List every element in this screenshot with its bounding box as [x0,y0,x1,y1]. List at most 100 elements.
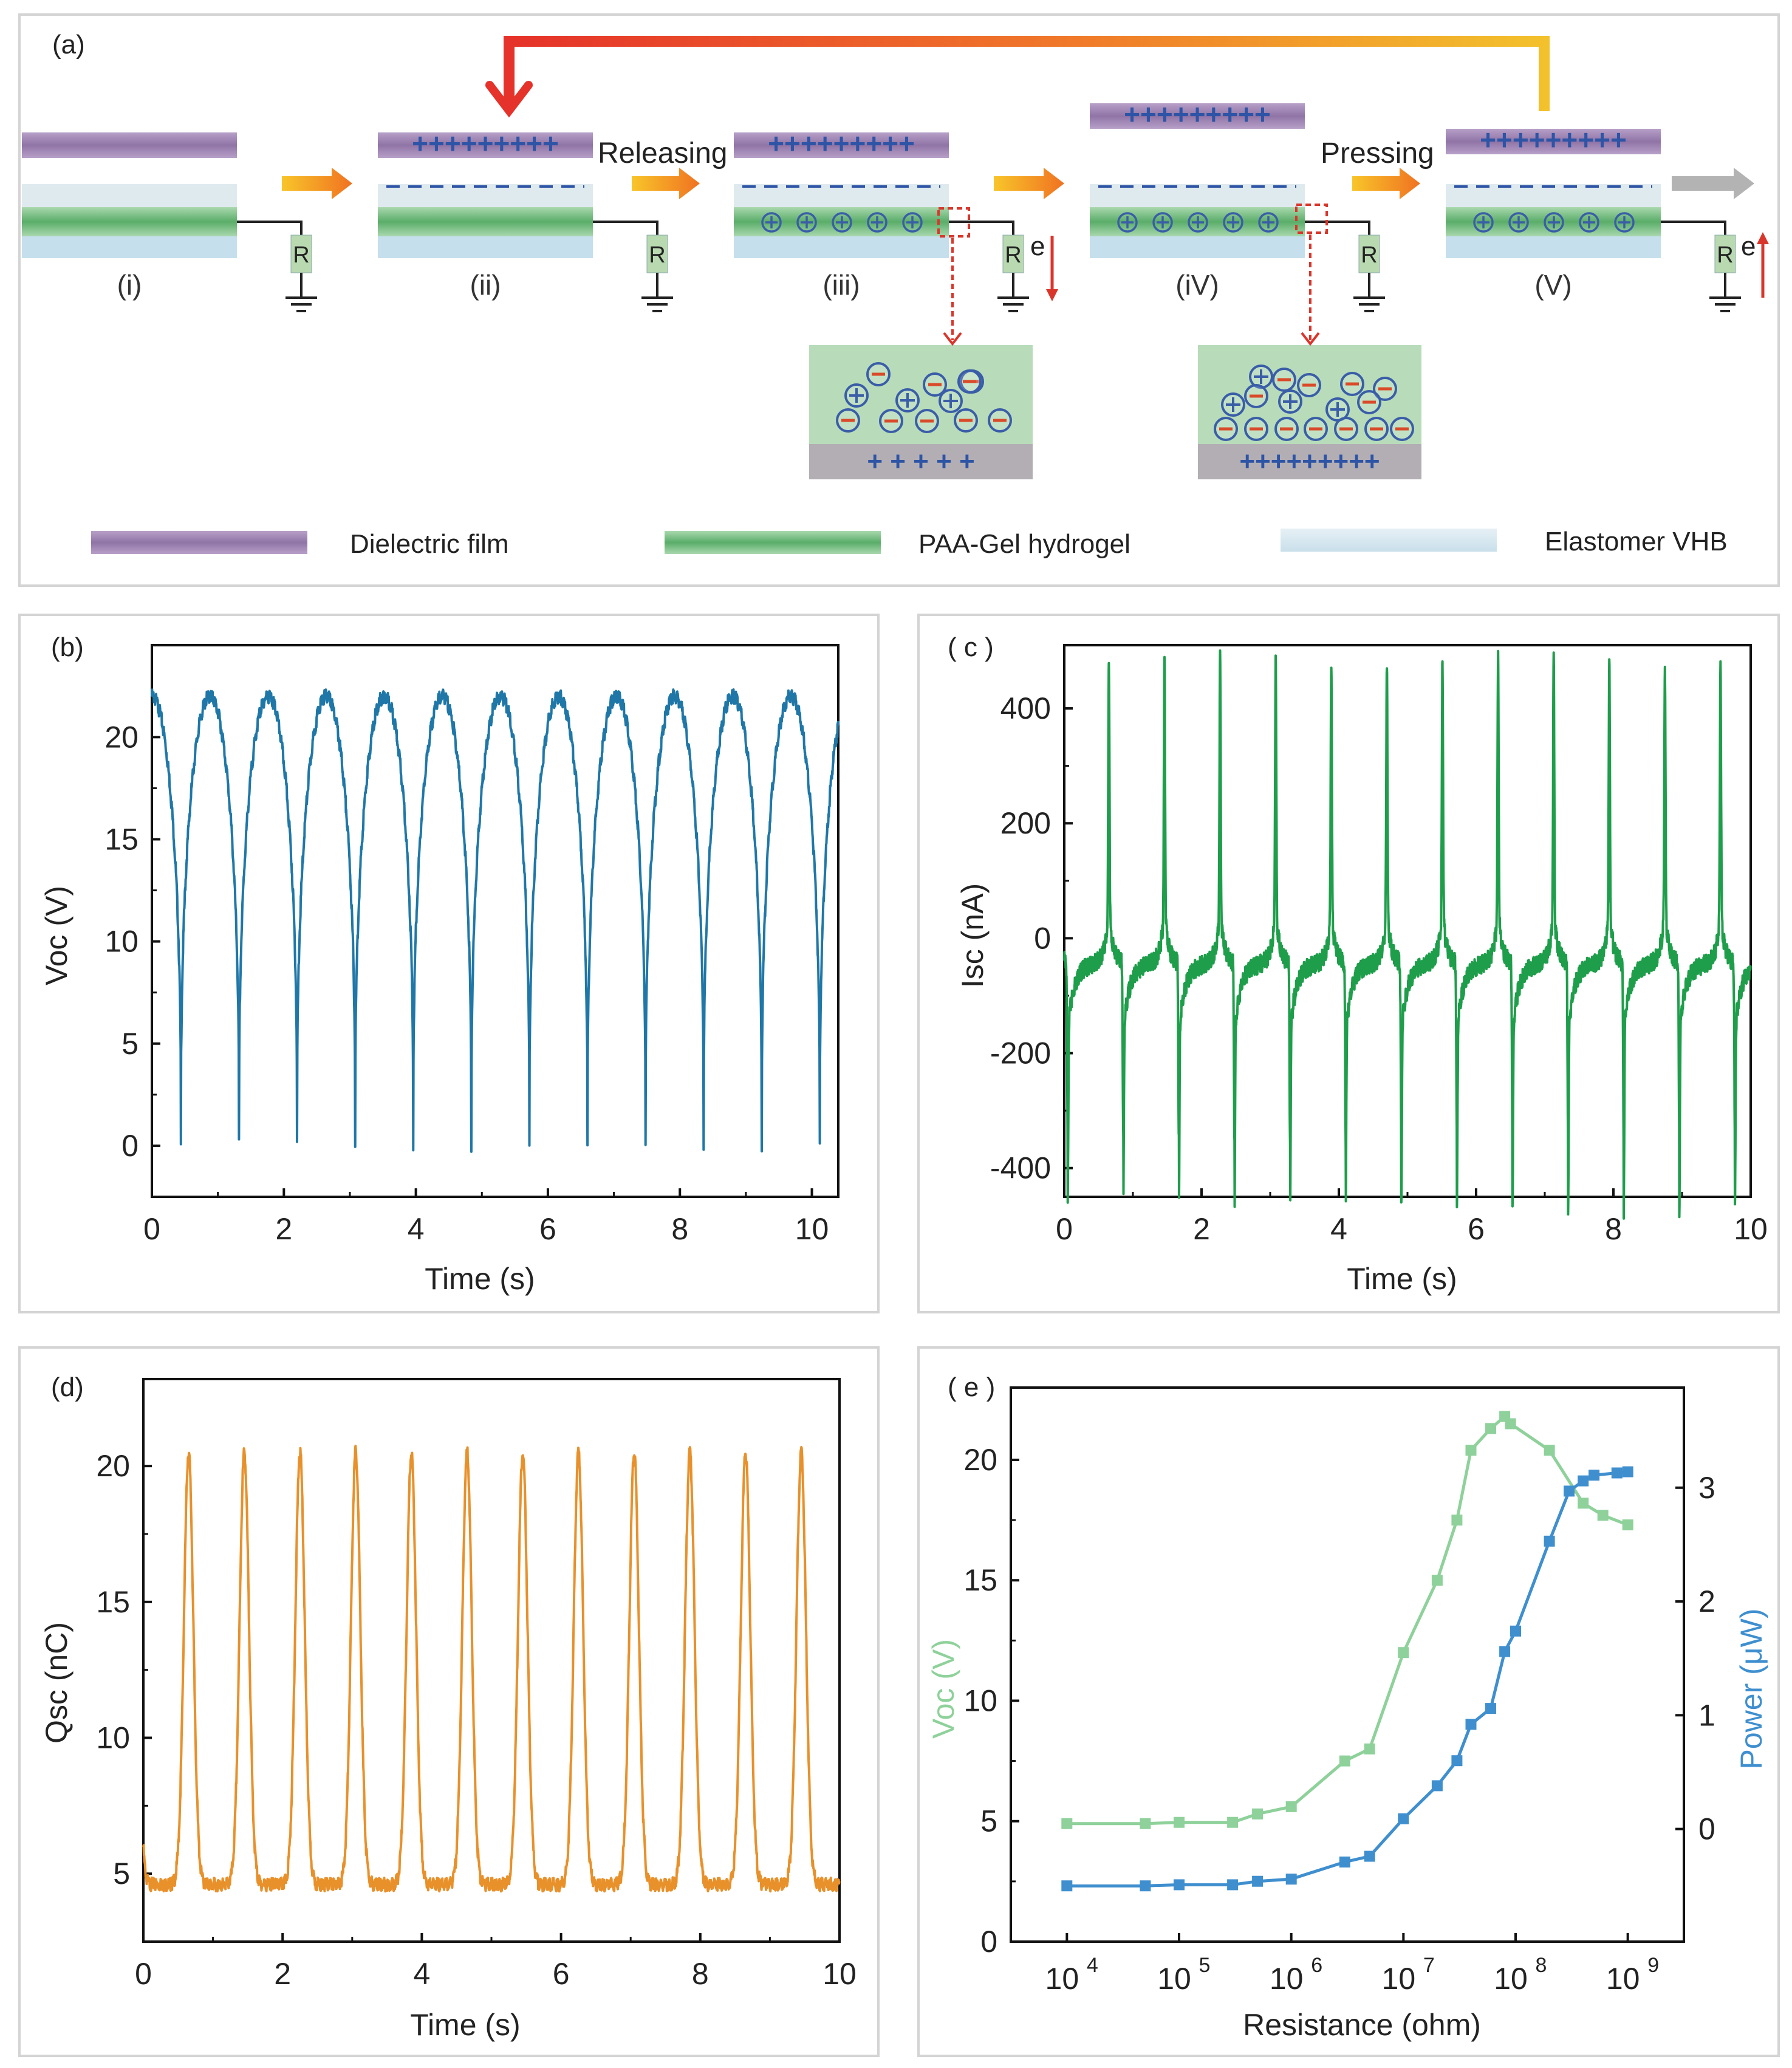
negative-ion-icon [866,362,891,386]
positive-ion-cross [1121,216,1134,228]
positive-ion-icon [761,212,782,233]
panel-e-x-tick-exponent: 9 [1647,1954,1659,1977]
power-data-point [1589,1470,1600,1481]
resistor-label: R [1005,242,1021,268]
ion-sign [1283,394,1298,409]
positive-ion-icon [1152,212,1173,233]
panel-d-x-tick-label: 10 [822,1957,857,1991]
panel-b-y-tick-label: 10 [104,925,139,959]
electron-label: e [1741,231,1756,261]
voc-time-chart: 0 2 4 6 8 10 0 5 10 15 20 [104,644,840,1246]
elastomer-bottom-layer [734,236,949,258]
voc-data-point [1174,1816,1185,1828]
panel-c-x-tick-label: 0 [1056,1212,1073,1246]
panel-e-left-tick-label: 5 [980,1804,997,1838]
current-arrow-up-icon [1757,232,1769,244]
negative-ion-icon [1304,417,1328,441]
panel-d-y-tick-label: 10 [96,1720,130,1755]
stage-5: +++++++++ R (V) [1446,124,1741,312]
negative-ion-icon [1357,390,1381,414]
voc-data-point [1398,1647,1409,1659]
ion-sign [900,393,915,408]
electron-flow-iii: e [1030,231,1058,301]
panel-e-right-tick-label: 2 [1698,1584,1715,1618]
inset-left-ions [836,362,1012,433]
positive-ion-cross [765,216,778,228]
ground-icon [641,273,673,312]
panel-e-x-tick-label: 10 [1157,1962,1191,1996]
resistor-label: R [649,242,665,268]
process-arrow-icon [1352,168,1420,199]
panel-b-x-tick-label: 2 [275,1212,292,1246]
positive-ion-icon [1544,212,1564,233]
dielectric-film [22,132,237,158]
panel-e-right-tick-label: 3 [1698,1471,1715,1505]
dielectric-charges: +++++++++ [412,128,559,159]
voc-data-point [1364,1743,1375,1755]
next-cycle-arrow-icon [1672,168,1754,199]
panel-c-y-tick-label: 0 [1034,921,1051,955]
electron-label: e [1030,231,1045,261]
panel-c-y-tick-label: 400 [1000,691,1051,725]
panel-b-plot-frame [151,644,840,1198]
feedback-arrow-head-icon [485,81,533,118]
ground-icon [1709,273,1741,312]
power-data-point [1611,1467,1623,1479]
panel-e-x-tick-exponent: 4 [1087,1954,1098,1977]
positive-ion-cross [1157,216,1169,228]
negative-ion-icon [1390,417,1414,441]
power-data-point [1499,1646,1511,1657]
legend-swatch-hydrogel [665,531,881,554]
isc-series-line [1063,649,1752,1220]
dielectric-charges: +++++++++ [1480,124,1627,156]
positive-ion-icon [1473,212,1494,233]
pressing-label: Pressing [1321,137,1434,169]
panel-e-left-axis-label: Voc (V) [926,1639,960,1739]
zoom-arrow-right-icon [1301,332,1320,346]
positive-ion-icon [1579,212,1599,233]
panel-b-y-tick-label: 0 [121,1129,139,1163]
panel-d-label: (d) [51,1372,84,1402]
process-arrow-icon [282,168,352,199]
stage-label: (V) [1534,269,1571,301]
voc-series-line [151,688,840,1153]
panel-e-x-tick-label: 10 [1606,1962,1640,1996]
lead-wire [593,221,658,235]
resistor-label: R [1717,242,1733,268]
panel-d-x-tick-label: 6 [553,1957,570,1991]
ion-sign [1226,397,1240,412]
inset-right-ions [1214,365,1414,441]
legend-label-dielectric: Dielectric film [350,529,509,559]
stages: R(i)+++++++++R(ii)+++++++++R(iii)+++++++… [22,98,1769,312]
panel-b-label: (b) [51,632,84,662]
voc-data-point [1227,1816,1239,1828]
panel-c-x-tick-label: 4 [1330,1212,1347,1246]
positive-ion-cross [1477,216,1489,228]
panel-d-y-axis-label: Qsc (nC) [39,1622,74,1744]
power-data-point [1285,1874,1297,1885]
panel-e-plot-frame [1010,1386,1685,1943]
positive-ion-cross [1583,216,1595,228]
feedback-arrow [504,36,1550,111]
power-data-point [1578,1475,1589,1487]
voc-data-point [1465,1445,1477,1456]
negative-ion-icon [1214,417,1238,441]
voc-data-point [1252,1808,1264,1820]
dielectric-charges: +++++++++ [768,128,915,159]
dielectric-charges: +++++++++ [1124,98,1271,130]
ion-sign [849,388,864,403]
panel-e-x-tick-exponent: 5 [1199,1954,1211,1977]
panel-b-x-tick-label: 4 [408,1212,425,1246]
stage-label: (iV) [1175,269,1219,301]
elastomer-bottom-layer [378,236,593,258]
power-data-point [1485,1703,1496,1714]
positive-ion-icon [1223,212,1243,233]
positive-ion-cross [801,216,813,228]
dielectric-film [734,132,949,158]
ion-sign [943,394,958,408]
power-data-point [1364,1851,1375,1862]
panel-d-x-tick-label: 4 [413,1957,430,1991]
voc-data-point [1597,1510,1609,1521]
resistor [1714,235,1736,273]
